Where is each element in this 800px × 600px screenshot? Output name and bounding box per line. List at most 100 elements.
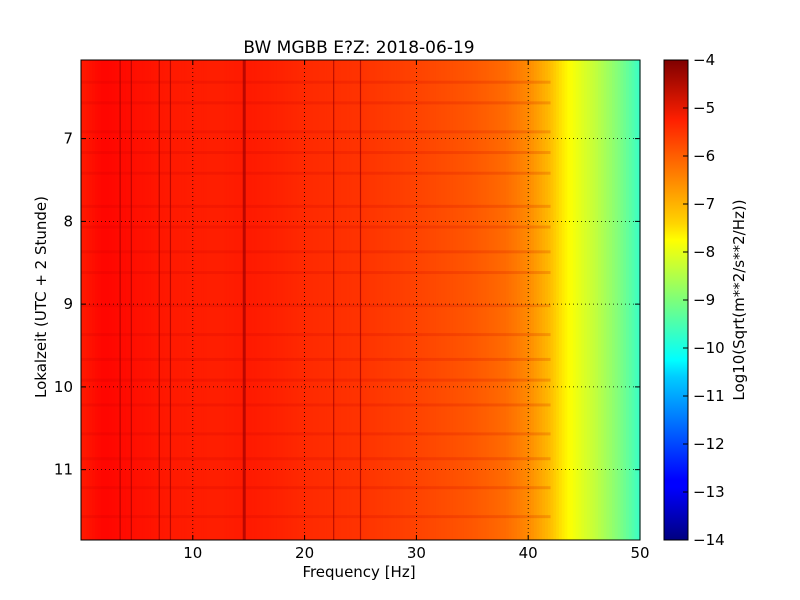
heatmap-column: [354, 60, 359, 540]
heatmap-column: [544, 60, 549, 540]
x-tick-label: 50: [630, 544, 649, 562]
colorbar-tick-label: −8: [693, 243, 715, 261]
heatmap-column: [117, 60, 121, 540]
heatmap-column: [477, 60, 482, 540]
plot-frame: [80, 59, 641, 541]
heatmap-column: [539, 60, 543, 540]
colorbar-tick-label: −13: [693, 483, 725, 501]
heatmap-column: [153, 60, 158, 540]
heatmap-column: [514, 60, 518, 540]
heatmap-column: [265, 60, 269, 540]
heatmap-column: [315, 60, 320, 540]
heatmap-column: [410, 60, 415, 540]
heatmap-column: [519, 60, 524, 540]
time-band: [81, 271, 551, 275]
time-band: [81, 80, 551, 84]
heatmap-column: [307, 60, 311, 540]
heatmap-column: [402, 60, 406, 540]
heatmap-column: [106, 60, 110, 540]
heatmap-column: [195, 60, 199, 540]
heatmap-column: [103, 60, 107, 540]
heatmap-column: [489, 60, 493, 540]
heatmap-column: [491, 60, 496, 540]
heatmap-column: [304, 60, 308, 540]
x-tick-label: 20: [295, 544, 314, 562]
heatmap-column: [556, 60, 560, 540]
heatmap-column: [626, 60, 630, 540]
y-axis-ticks: 7 8 9 10 11: [54, 130, 640, 479]
heatmap-column: [271, 60, 275, 540]
heatmap-column: [558, 60, 563, 540]
heatmap-column: [612, 60, 616, 540]
heatmap-column: [408, 60, 412, 540]
heatmap-column: [187, 60, 191, 540]
heatmap-column: [81, 60, 85, 540]
heatmap-column: [159, 60, 163, 540]
heatmap-column: [522, 60, 526, 540]
heatmap-column: [413, 60, 417, 540]
heatmap-column: [245, 60, 250, 540]
heatmap-column: [293, 60, 297, 540]
heatmap-column: [318, 60, 322, 540]
heatmap-column: [326, 60, 331, 540]
colorbar-label: Log10(Sqrt(m**2/s**2/Hz)): [730, 199, 748, 400]
heatmap-column: [438, 60, 443, 540]
y-tick-label: 8: [63, 212, 73, 230]
heatmap-column: [229, 60, 233, 540]
heatmap-column: [176, 60, 180, 540]
heatmap-column: [603, 60, 608, 540]
time-band: [81, 204, 551, 208]
heatmap-column: [240, 60, 244, 540]
heatmap-column: [452, 60, 457, 540]
heatmap-column: [617, 60, 622, 540]
heatmap-column: [620, 60, 624, 540]
heatmap-column: [371, 60, 376, 540]
time-band: [81, 486, 551, 490]
heatmap-column: [483, 60, 487, 540]
heatmap-column: [416, 60, 420, 540]
time-band: [81, 171, 551, 175]
heatmap-column: [114, 60, 118, 540]
heatmap-column: [276, 60, 281, 540]
time-band: [81, 357, 551, 361]
heatmap-column: [262, 60, 267, 540]
heatmap-column: [156, 60, 160, 540]
heatmap-column: [128, 60, 132, 540]
heatmap-column: [134, 60, 138, 540]
time-band: [81, 515, 551, 519]
heatmap-column: [279, 60, 283, 540]
heatmap-column: [525, 60, 529, 540]
heatmap-column: [136, 60, 141, 540]
heatmap-column: [352, 60, 356, 540]
y-axis-label: Lokalzeit (UTC + 2 Stunde): [32, 196, 50, 398]
heatmap-column: [343, 60, 348, 540]
time-band: [81, 225, 551, 229]
heatmap-column: [458, 60, 462, 540]
heatmap-column: [192, 60, 197, 540]
colorbar-tick-label: −11: [693, 387, 725, 405]
time-band: [81, 457, 551, 461]
heatmap-column: [139, 60, 144, 540]
heatmap-column: [100, 60, 104, 540]
heatmap-column: [637, 60, 641, 540]
x-tick-label: 40: [519, 544, 538, 562]
colorbar-tick-label: −14: [693, 531, 725, 549]
heatmap-column: [542, 60, 546, 540]
heatmap-column: [120, 60, 124, 540]
heatmap-column: [223, 60, 227, 540]
heatmap-column: [609, 60, 613, 540]
heatmap-column: [148, 60, 152, 540]
heatmap-column: [164, 60, 169, 540]
heatmap-column: [181, 60, 186, 540]
heatmap-column: [338, 60, 342, 540]
heatmap-column: [346, 60, 350, 540]
heatmap-column: [131, 60, 135, 540]
heatmap-column: [209, 60, 213, 540]
heatmap-column: [430, 60, 434, 540]
heatmap-column: [631, 60, 636, 540]
time-band: [81, 432, 551, 436]
heatmap-column: [634, 60, 638, 540]
heatmap-column: [234, 60, 239, 540]
heatmap-column: [606, 60, 610, 540]
